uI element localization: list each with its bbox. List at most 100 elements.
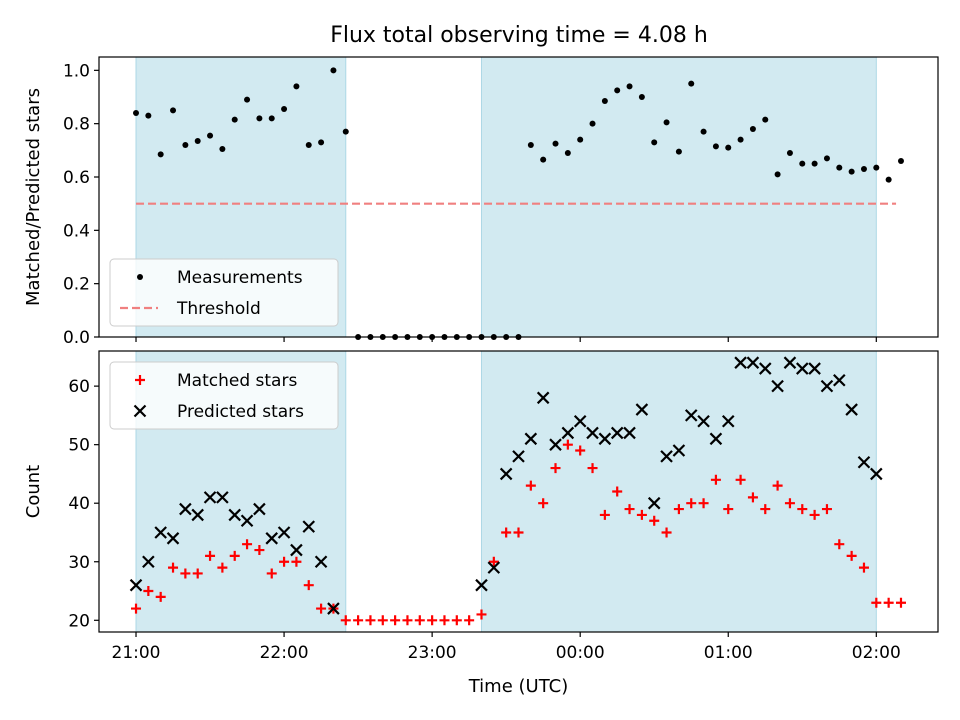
predicted-star-point <box>635 403 649 416</box>
predicted-star-point <box>734 356 747 369</box>
chart-title: Flux total observing time = 4.08 h <box>330 23 708 48</box>
matched-star-point <box>476 609 487 620</box>
predicted-star-point <box>721 414 735 428</box>
matched-star-point <box>513 527 524 538</box>
predicted-star-point <box>487 561 501 574</box>
matched-star-point <box>686 498 697 509</box>
predicted-star-point <box>684 409 698 422</box>
measurement-point <box>786 150 793 156</box>
matched-star-point <box>661 527 672 538</box>
measurement-point <box>725 144 732 151</box>
predicted-star-point <box>808 362 821 375</box>
predicted-star-point <box>833 373 846 387</box>
matched-star-point <box>575 445 586 456</box>
predicted-star-point <box>314 555 328 569</box>
measurement-point <box>749 126 756 132</box>
measurement-point <box>207 132 214 139</box>
measurement-point <box>133 110 140 116</box>
top-panel: 0.0 0.2 0.4 0.6 0.8 1.0 Matched/Predicted star… <box>23 56 939 348</box>
measurement-point <box>281 106 288 112</box>
measurement-point <box>540 156 547 163</box>
predicted-star-point <box>623 426 636 440</box>
matched-star-point <box>698 498 709 509</box>
matched-star-point <box>723 504 734 515</box>
legend-label: Matched stars <box>177 371 297 391</box>
matched-star-point <box>390 615 401 626</box>
predicted-star-point <box>820 379 834 393</box>
measurement-point <box>626 83 633 90</box>
measurement-point <box>688 80 695 87</box>
matched-star-point <box>846 550 857 561</box>
matched-star-point <box>834 539 845 550</box>
matched-star-point <box>550 463 561 474</box>
legend-box <box>109 361 339 430</box>
predicted-star-point <box>672 444 686 457</box>
measurement-point <box>873 164 880 171</box>
predicted-star-point <box>524 432 538 446</box>
legend-label: Threshold <box>176 299 261 319</box>
measurement-point <box>614 87 621 94</box>
matched-star-point <box>525 480 536 491</box>
y-tick-label: 30 <box>68 553 90 573</box>
matched-star-point <box>501 527 512 538</box>
measurement-point <box>194 138 201 144</box>
y-tick-label: 50 <box>68 436 90 456</box>
measurement-point <box>305 142 312 148</box>
y-tick-label: 0.6 <box>63 168 90 188</box>
matched-star-point <box>673 504 684 515</box>
y-tick-label: 40 <box>68 494 90 514</box>
matched-star-point <box>365 615 376 626</box>
measurement-point <box>589 120 596 127</box>
matched-star-point <box>883 597 894 608</box>
matched-star-point <box>316 603 327 614</box>
matched-star-point <box>821 504 832 515</box>
predicted-star-point <box>758 362 772 375</box>
matched-star-point <box>242 539 253 550</box>
measurement-point <box>330 67 337 74</box>
predicted-star-point <box>142 555 155 569</box>
matched-star-point <box>636 509 647 520</box>
measurement-point <box>774 171 781 178</box>
legend-label: Measurements <box>177 268 303 288</box>
matched-star-point <box>649 515 660 526</box>
measurement-point <box>675 148 682 155</box>
predicted-star-point <box>203 491 217 504</box>
measurement-point <box>577 136 584 143</box>
predicted-star-point <box>796 362 809 375</box>
legend: Measurements Threshold <box>109 258 339 327</box>
matched-star-point <box>538 498 549 509</box>
matched-star-point <box>760 504 771 515</box>
matched-star-point <box>180 568 191 579</box>
predicted-star-point <box>216 491 229 504</box>
measurement-point <box>601 98 608 104</box>
matched-star-point <box>217 562 228 573</box>
measurement-point <box>219 146 226 152</box>
matched-star-point <box>612 486 623 497</box>
x-tick-label: 01:00 <box>704 643 753 663</box>
predicted-star-point <box>857 455 871 469</box>
predicted-star-point <box>610 426 624 440</box>
predicted-star-point <box>166 532 180 545</box>
predicted-star-point <box>598 432 612 446</box>
predicted-star-point <box>512 450 525 463</box>
predicted-star-point <box>290 543 303 557</box>
predicted-star-point <box>536 391 550 405</box>
matched-star-point <box>735 474 746 485</box>
predicted-star-point <box>746 356 760 369</box>
bottom-panel: 20 30 40 50 60 21:00 22:00 23:00 00:00 01:00 02:00… <box>23 350 939 697</box>
matched-star-point <box>858 562 869 573</box>
y-axis-label: Matched/Predicted stars <box>23 88 44 306</box>
matched-star-point <box>710 474 721 485</box>
matched-star-point <box>131 603 142 614</box>
matched-star-point <box>377 615 388 626</box>
matched-star-point <box>871 597 882 608</box>
measurement-point <box>342 128 349 135</box>
legend-marker-measurements <box>137 274 143 280</box>
x-tick-label: 22:00 <box>260 643 309 663</box>
measurement-point <box>811 160 818 167</box>
predicted-star-point <box>561 426 575 440</box>
matched-star-point <box>254 545 265 556</box>
measurement-point <box>552 140 559 147</box>
legend-label: Predicted stars <box>177 402 304 422</box>
predicted-star-point <box>228 508 241 522</box>
